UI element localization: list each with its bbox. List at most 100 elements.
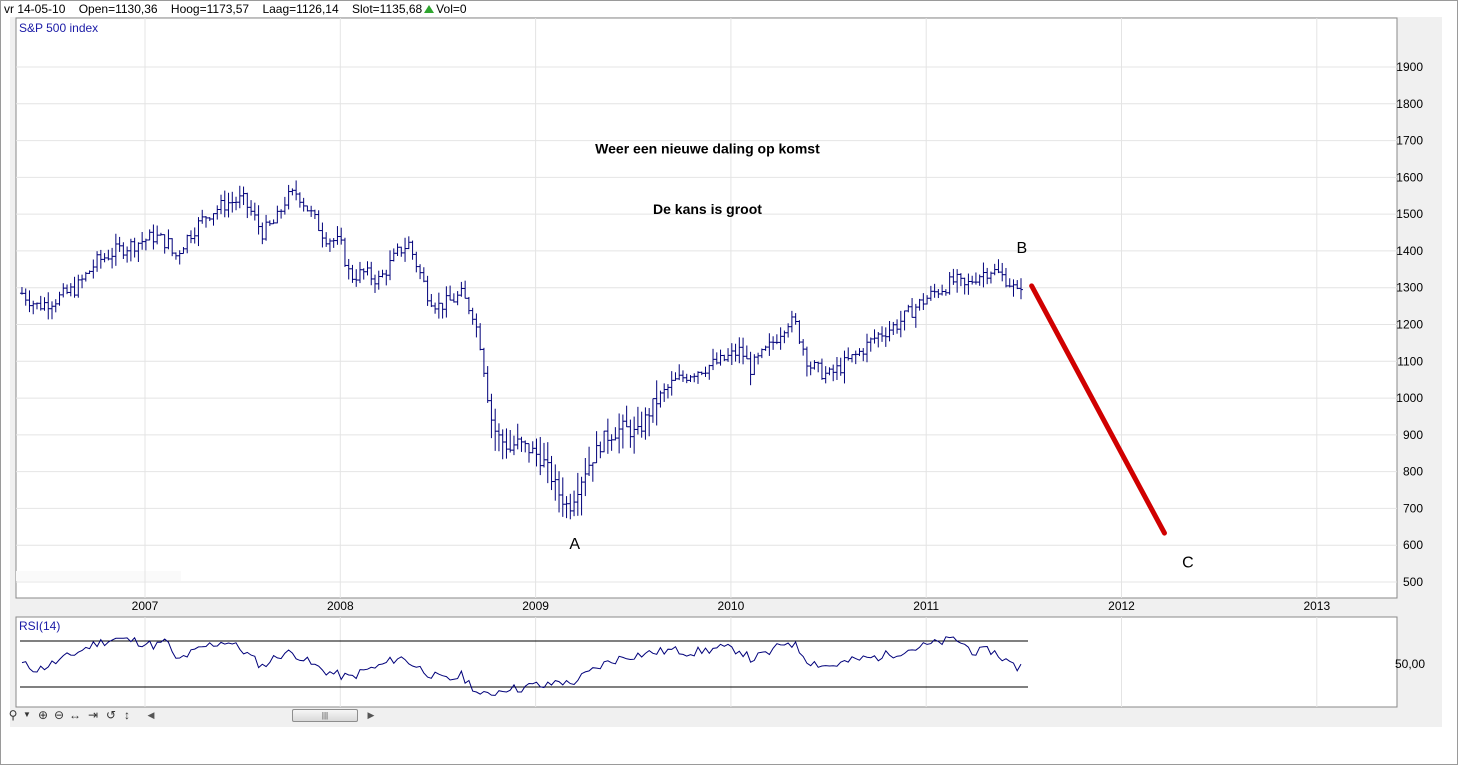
- ohlc-bar: [669, 371, 674, 396]
- ohlc-bar: [279, 209, 284, 219]
- ohlc-bar: [620, 414, 625, 449]
- ohlc-bar: [264, 214, 269, 241]
- horizontal-stretch-icon[interactable]: ↔: [69, 708, 81, 722]
- ohlc-bar: [519, 436, 524, 452]
- ohlc-bar: [917, 298, 922, 311]
- ohlc-bar: [857, 348, 862, 357]
- ohlc-bar: [91, 259, 96, 279]
- ohlc-bar: [162, 234, 167, 254]
- ohlc-bar: [418, 264, 423, 280]
- ohlc-bar: [579, 476, 584, 516]
- scroll-thumb[interactable]: |||: [292, 709, 358, 722]
- x-tick-label: 2009: [522, 599, 549, 613]
- ohlc-bar: [688, 375, 693, 383]
- y-tick-label: 1100: [1397, 354, 1423, 368]
- ohlc-bar: [241, 186, 246, 206]
- ohlc-bar: [136, 242, 141, 262]
- ohlc-bar: [27, 290, 32, 313]
- ohlc-bar: [737, 337, 742, 364]
- wave-label-b: B: [1017, 240, 1028, 257]
- ohlc-bar: [50, 301, 55, 320]
- ohlc-bar: [166, 229, 171, 250]
- ohlc-bar: [72, 276, 77, 298]
- ohlc-bar: [147, 229, 152, 241]
- ohlc-bar: [406, 236, 411, 250]
- price-panel-title: S&P 500 index: [19, 21, 98, 35]
- scroll-right-icon[interactable]: ▶: [367, 710, 375, 720]
- ohlc-bar: [121, 242, 126, 259]
- y-tick-label: 800: [1403, 465, 1423, 479]
- scroll-left-icon[interactable]: ◀: [147, 710, 155, 720]
- ohlc-bar: [849, 354, 854, 363]
- scroll-to-end-icon[interactable]: ⇥: [87, 708, 99, 722]
- ohlc-bar: [200, 209, 205, 224]
- ohlc-bar: [729, 343, 734, 365]
- ohlc-bar: [767, 333, 772, 356]
- ohlc-bar: [181, 247, 186, 255]
- ohlc-bar: [823, 366, 828, 384]
- y-tick-label: 1800: [1396, 97, 1423, 111]
- ohlc-bar: [504, 428, 509, 459]
- ohlc-bar: [707, 364, 712, 380]
- ohlc-bar: [403, 237, 408, 262]
- ohlc-bar: [331, 238, 336, 248]
- ohlc-bar: [684, 373, 689, 384]
- ohlc-bar: [481, 347, 486, 377]
- dropdown-arrow-icon[interactable]: ▼: [23, 710, 31, 719]
- ohlc-bar: [451, 293, 456, 303]
- ohlc-bar: [1000, 262, 1005, 282]
- panel-smudge: [16, 571, 181, 581]
- ohlc-bar: [910, 298, 915, 318]
- ohlc-bar: [102, 253, 107, 263]
- ohlc-bar: [1007, 278, 1012, 288]
- ohlc-bar: [711, 348, 716, 371]
- ohlc-bar: [192, 227, 197, 244]
- y-tick-label: 1200: [1396, 318, 1423, 332]
- wave-label-a: A: [569, 536, 580, 553]
- ohlc-bar: [245, 192, 250, 219]
- reset-view-icon[interactable]: ↺: [105, 708, 117, 722]
- x-tick-label: 2007: [132, 599, 159, 613]
- ohlc-bar: [530, 441, 535, 454]
- header-volume: Vol=0: [436, 2, 467, 16]
- magnifier-icon[interactable]: ⚲: [8, 708, 18, 722]
- ohlc-bar: [628, 419, 633, 448]
- ohlc-bar: [448, 285, 453, 301]
- ohlc-bar: [312, 209, 317, 220]
- ohlc-bar: [252, 202, 257, 221]
- horizontal-scrollbar[interactable]: ◀ ||| ▶: [145, 707, 377, 723]
- rsi-panel-title: RSI(14): [19, 619, 60, 633]
- ohlc-bar: [143, 238, 148, 251]
- zoom-out-icon[interactable]: ⊖: [53, 708, 65, 722]
- ohlc-bar: [215, 205, 220, 220]
- ohlc-bar: [395, 243, 400, 257]
- vertical-stretch-icon[interactable]: ↕: [124, 708, 130, 722]
- ohlc-bar: [19, 287, 24, 295]
- ohlc-bar: [140, 231, 145, 250]
- ohlc-bar: [632, 416, 637, 454]
- ohlc-bar: [643, 407, 648, 440]
- x-tick-label: 2008: [327, 599, 354, 613]
- zoom-in-icon[interactable]: ⊕: [37, 708, 49, 722]
- ohlc-bar: [955, 269, 960, 293]
- ohlc-bar: [98, 249, 103, 269]
- ohlc-bar: [1018, 278, 1023, 300]
- ohlc-bar: [654, 380, 659, 426]
- ohlc-bar: [921, 293, 926, 311]
- ohlc-bar: [804, 346, 809, 377]
- ohlc-bar: [478, 323, 483, 351]
- ohlc-bar: [774, 334, 779, 345]
- ohlc-bar: [384, 269, 389, 286]
- ohlc-bar: [913, 303, 918, 328]
- ohlc-bar: [861, 348, 866, 362]
- ohlc-bar: [211, 213, 216, 226]
- ohlc-bar: [399, 246, 404, 257]
- header-open: Open=1130,36: [78, 2, 158, 16]
- y-tick-label: 1500: [1396, 207, 1423, 221]
- ohlc-bar: [34, 302, 39, 310]
- ohlc-bar: [339, 227, 344, 245]
- ohlc-bar: [816, 361, 821, 373]
- ohlc-bar: [125, 246, 130, 263]
- ohlc-bar: [173, 252, 178, 260]
- ohlc-bar: [752, 354, 757, 376]
